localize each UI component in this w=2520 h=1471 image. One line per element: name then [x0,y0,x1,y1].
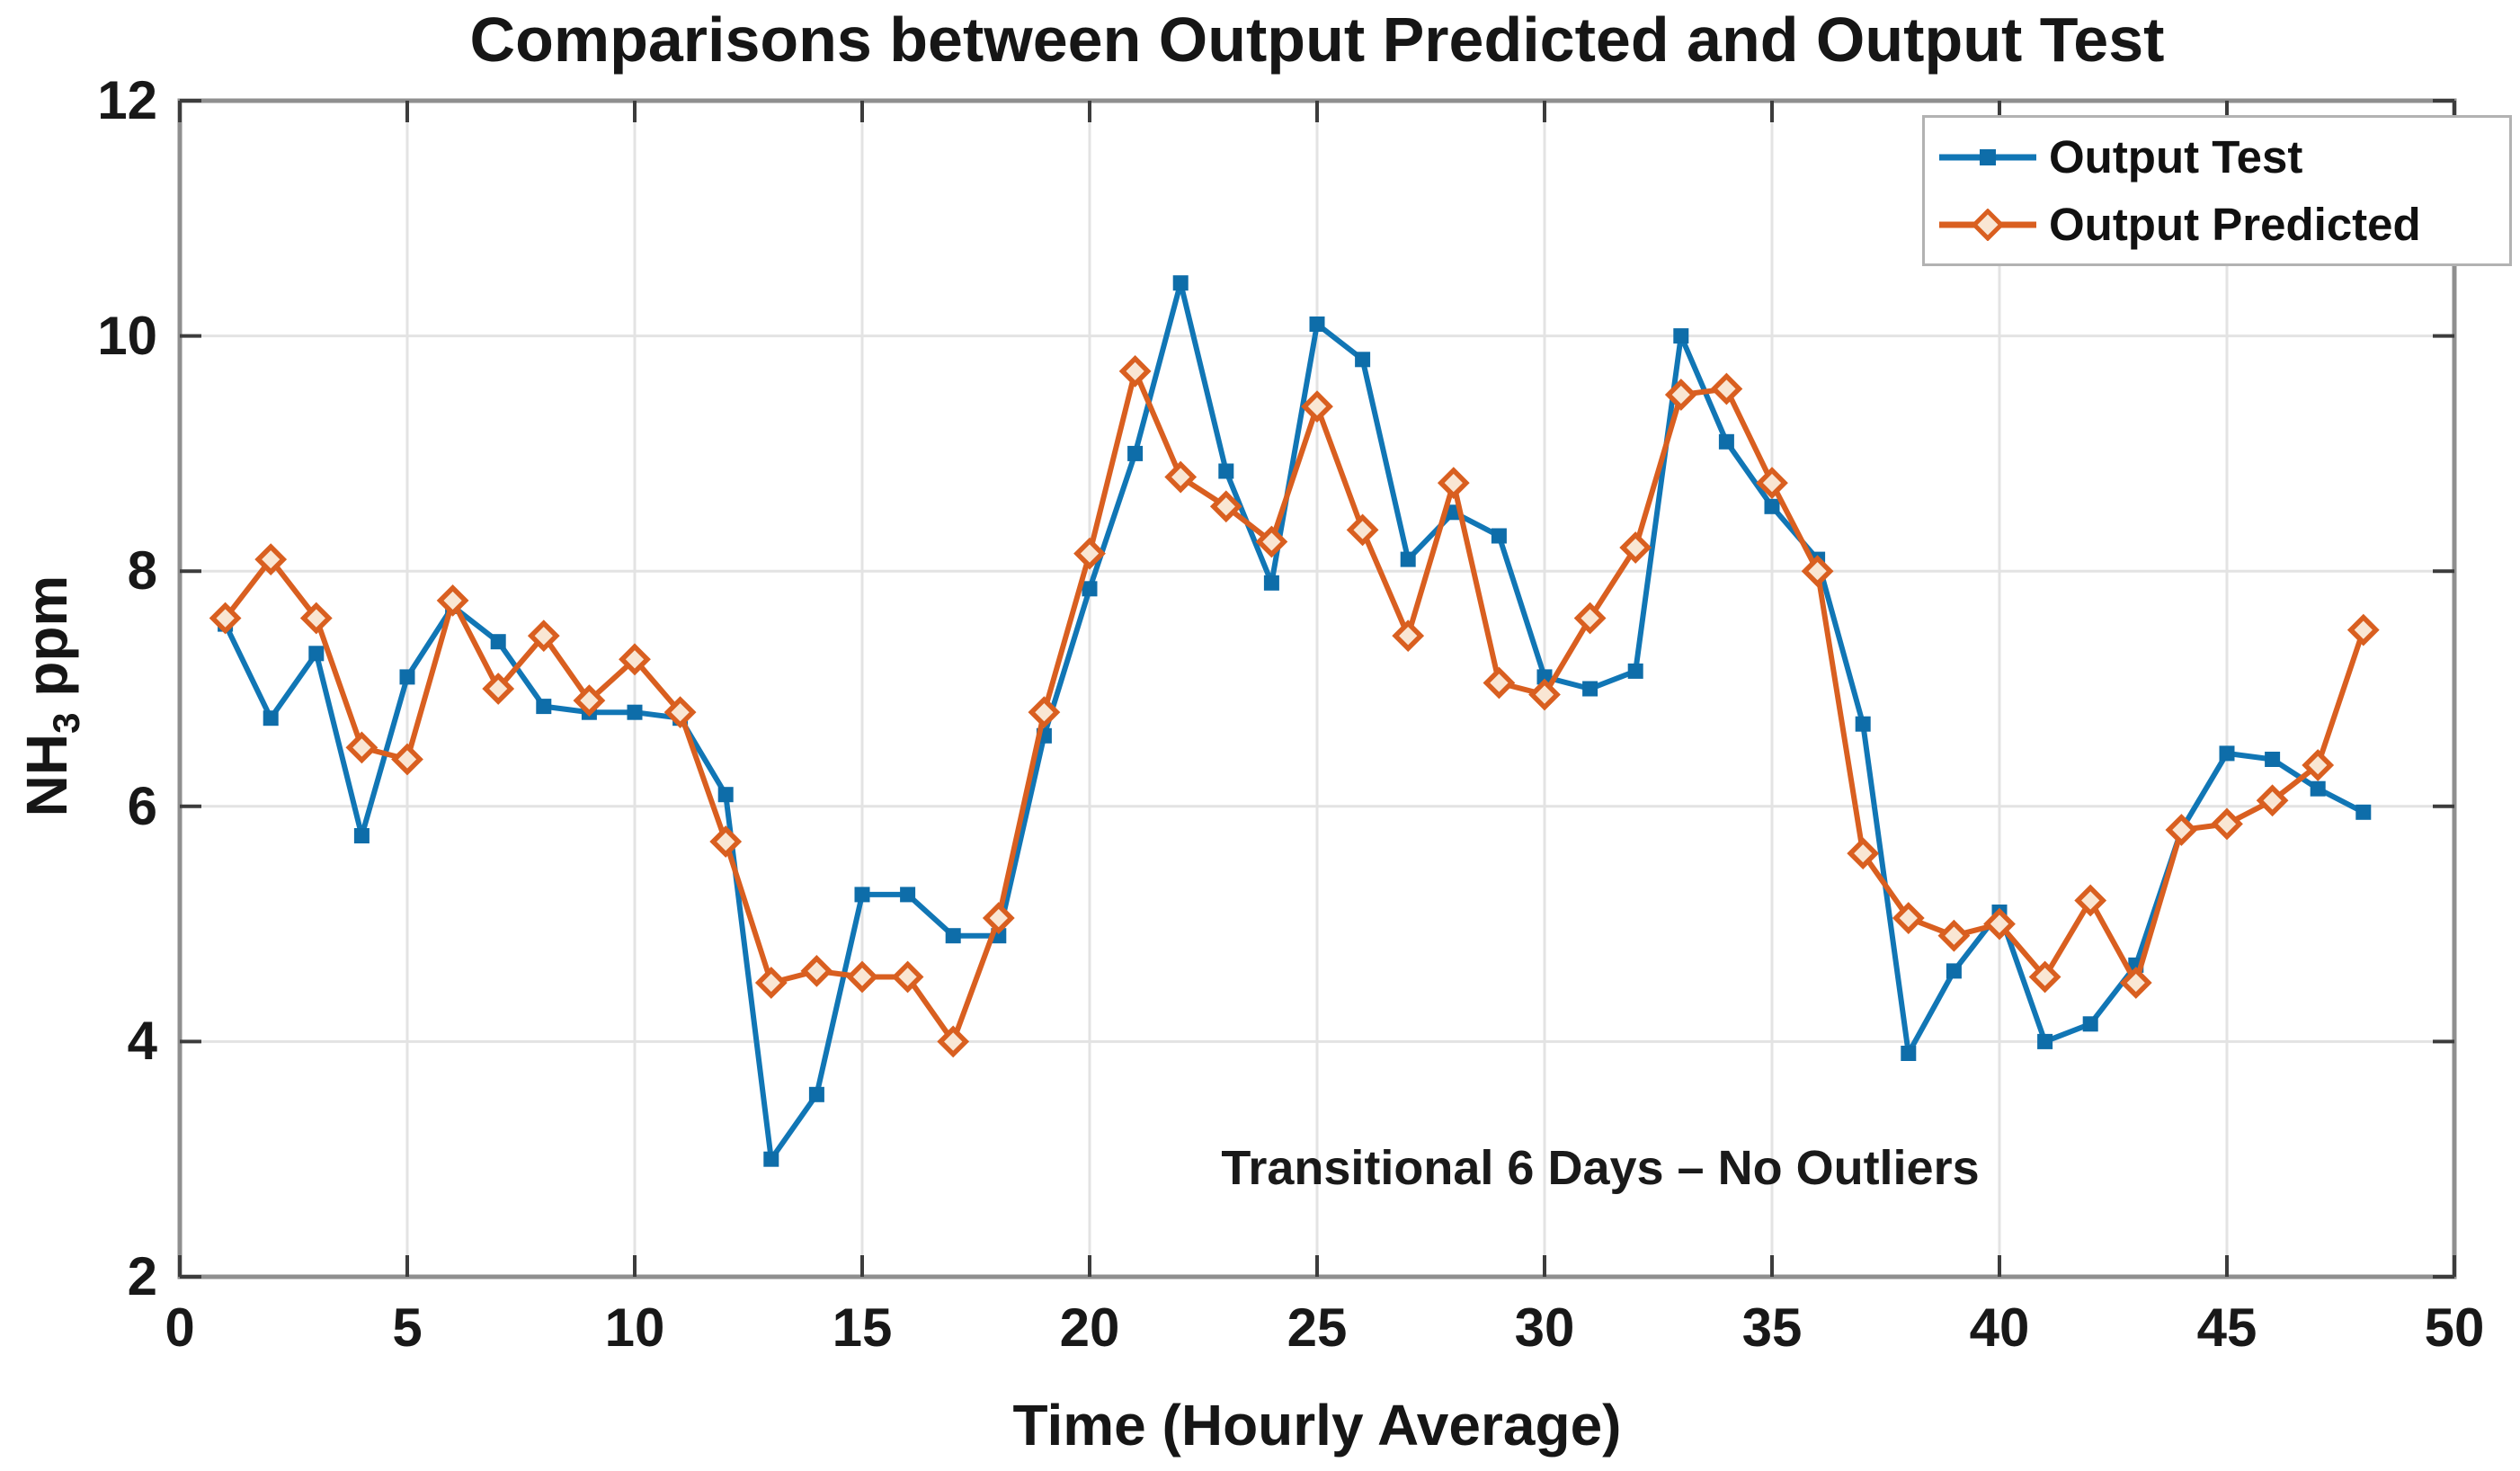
x-tick-label: 5 [392,1297,423,1358]
y-tick-label: 10 [97,305,157,366]
legend-box: Output Test Output Predicted [1922,115,2512,266]
legend-row-output-test: Output Test [1937,130,2500,183]
y-tick-label: 4 [127,1011,157,1072]
y-tick-label: 2 [127,1246,157,1306]
x-tick-label: 40 [1969,1297,2030,1358]
y-tick-label: 12 [97,70,157,130]
chart-title: Comparisons between Output Predicted and… [469,4,2165,75]
x-tick-label: 50 [2424,1297,2485,1358]
legend-label-output-predicted: Output Predicted [2049,199,2421,250]
x-tick-label: 35 [1741,1297,1803,1358]
x-tick-label: 15 [832,1297,893,1358]
x-tick-label: 20 [1059,1297,1120,1358]
y-axis-label-subscript: 3 [44,712,87,734]
x-tick-label: 10 [604,1297,665,1358]
output-predicted-line-marker-icon [1939,208,2036,241]
y-tick-label: 6 [127,775,157,836]
legend-label-output-test: Output Test [2049,131,2303,183]
x-tick-label: 45 [2196,1297,2257,1358]
y-tick-label: 8 [127,540,157,602]
legend-row-output-predicted: Output Predicted [1937,198,2500,251]
x-tick-label: 0 [165,1297,195,1358]
y-axis-label: NH3 ppm [9,426,87,966]
x-tick-label: 25 [1287,1297,1348,1358]
x-tick-label: 30 [1514,1297,1575,1358]
output-test-line-marker-icon [1939,148,2036,165]
x-axis-label: Time (Hourly Average) [1012,1393,1622,1458]
plot-annotation: Transitional 6 Days – No Outliers [1221,1141,1980,1195]
